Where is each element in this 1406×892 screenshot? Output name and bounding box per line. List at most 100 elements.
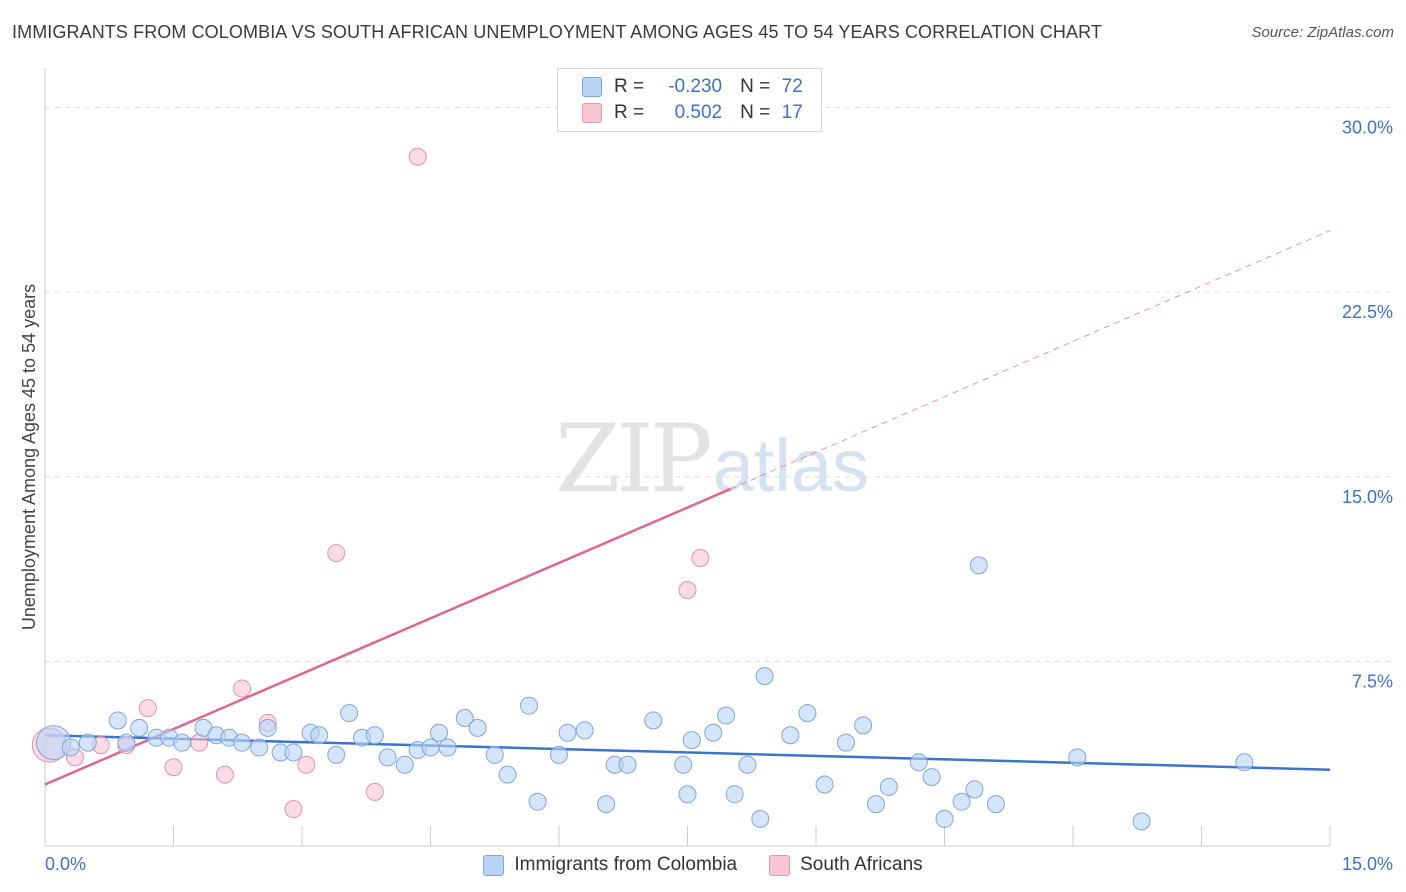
point-colombia bbox=[455, 709, 474, 727]
point-south-africans bbox=[408, 147, 427, 166]
source-credit: Source: ZipAtlas.com bbox=[1251, 24, 1394, 41]
legend-r-label: R = bbox=[614, 76, 645, 97]
watermark: ZIPatlas bbox=[555, 405, 869, 514]
point-colombia bbox=[909, 753, 928, 772]
point-colombia bbox=[682, 731, 701, 750]
point-colombia bbox=[310, 726, 329, 745]
point-colombia bbox=[674, 755, 693, 774]
point-colombia bbox=[922, 768, 941, 787]
point-colombia bbox=[108, 711, 127, 730]
point-colombia bbox=[798, 704, 817, 723]
x-tick-label: 0.0% bbox=[45, 854, 86, 874]
trend-line-south-africans-extrapolated bbox=[730, 230, 1331, 490]
legend-row-south-africans: R = 0.502 N = 17 bbox=[582, 101, 812, 125]
y-axis-title: Unemployment Among Ages 45 to 54 years bbox=[19, 284, 39, 630]
legend-n-label: N = bbox=[740, 76, 771, 97]
point-colombia bbox=[395, 755, 414, 774]
point-colombia bbox=[528, 792, 547, 811]
legend-r-value: -0.230 bbox=[668, 76, 723, 97]
point-colombia bbox=[1235, 753, 1254, 772]
point-south-africans bbox=[678, 581, 697, 599]
point-colombia bbox=[558, 723, 577, 742]
point-colombia bbox=[879, 777, 898, 796]
y-tick-label: 22.5% bbox=[1342, 302, 1393, 322]
point-south-africans bbox=[215, 765, 234, 784]
point-colombia bbox=[935, 809, 954, 828]
point-colombia bbox=[430, 723, 449, 742]
point-colombia bbox=[781, 726, 800, 745]
legend-swatch-colombia bbox=[483, 854, 505, 876]
point-colombia bbox=[836, 733, 855, 752]
point-colombia bbox=[725, 785, 744, 804]
point-colombia bbox=[78, 733, 97, 752]
x-tick-label: 15.0% bbox=[1342, 854, 1393, 874]
axes bbox=[44, 68, 1331, 847]
point-south-africans bbox=[284, 800, 303, 819]
point-colombia bbox=[597, 795, 616, 814]
data-points bbox=[31, 147, 1254, 831]
point-colombia bbox=[233, 733, 252, 752]
point-colombia bbox=[365, 726, 384, 745]
point-colombia bbox=[130, 718, 149, 737]
chart-title: IMMIGRANTS FROM COLOMBIA VS SOUTH AFRICA… bbox=[12, 22, 1103, 42]
point-colombia bbox=[751, 809, 770, 828]
point-colombia bbox=[421, 738, 440, 757]
point-south-africans bbox=[164, 758, 183, 777]
point-colombia bbox=[250, 738, 269, 757]
y-tick-label: 7.5% bbox=[1352, 671, 1393, 691]
legend-n-label: N = bbox=[740, 102, 771, 123]
point-colombia bbox=[575, 721, 594, 740]
legend-swatch-colombia bbox=[582, 77, 602, 97]
y-tick-label: 30.0% bbox=[1342, 118, 1393, 138]
watermark-zip: ZIP bbox=[555, 405, 713, 514]
point-colombia bbox=[986, 795, 1005, 814]
point-colombia bbox=[755, 667, 774, 686]
point-colombia bbox=[327, 745, 346, 764]
point-colombia bbox=[854, 716, 873, 735]
legend-item-south-africans[interactable]: South Africans bbox=[769, 854, 923, 876]
correlation-legend: R = -0.230 N = 72 R = 0.502 N = 17 bbox=[557, 68, 822, 132]
trend-lines bbox=[44, 230, 1331, 786]
point-colombia bbox=[378, 748, 397, 767]
point-colombia bbox=[550, 745, 568, 764]
point-colombia bbox=[738, 755, 757, 774]
point-colombia bbox=[704, 723, 723, 742]
point-colombia bbox=[866, 795, 885, 814]
point-colombia bbox=[678, 785, 697, 804]
point-colombia bbox=[520, 696, 539, 715]
legend-n-value: 17 bbox=[781, 102, 803, 123]
point-colombia bbox=[284, 743, 303, 762]
legend-r-value: 0.502 bbox=[674, 102, 723, 123]
point-colombia bbox=[644, 711, 663, 730]
point-colombia bbox=[340, 704, 359, 723]
point-colombia bbox=[173, 733, 192, 752]
legend-label-colombia: Immigrants from Colombia bbox=[514, 854, 738, 875]
point-colombia bbox=[1068, 748, 1087, 767]
point-south-africans bbox=[297, 755, 316, 774]
point-colombia bbox=[61, 738, 80, 757]
legend-row-colombia: R = -0.230 N = 72 bbox=[582, 75, 812, 99]
point-south-africans bbox=[327, 544, 346, 563]
legend-swatch-south-africans bbox=[769, 854, 791, 876]
point-colombia bbox=[717, 706, 736, 725]
point-colombia bbox=[965, 780, 984, 799]
grid-lines bbox=[45, 107, 1392, 662]
legend-r-label: R = bbox=[614, 102, 645, 123]
point-colombia bbox=[1132, 812, 1151, 831]
point-south-africans bbox=[691, 549, 710, 567]
watermark-atlas: atlas bbox=[712, 424, 870, 507]
y-tick-label: 15.0% bbox=[1342, 487, 1393, 507]
point-colombia bbox=[952, 792, 971, 811]
point-south-africans bbox=[365, 782, 384, 801]
point-south-africans bbox=[233, 679, 252, 698]
legend-label-south-africans: South Africans bbox=[800, 854, 923, 875]
point-colombia bbox=[258, 718, 277, 737]
legend-item-colombia[interactable]: Immigrants from Colombia bbox=[483, 854, 737, 876]
axis-labels: 7.5% 15.0% 22.5% 30.0% 0.0% 15.0% Unemployment… bbox=[19, 118, 1393, 874]
point-colombia bbox=[485, 745, 504, 764]
legend-n-value: 72 bbox=[781, 76, 803, 97]
point-colombia bbox=[438, 738, 457, 757]
point-colombia bbox=[117, 733, 136, 752]
point-colombia bbox=[618, 755, 637, 774]
